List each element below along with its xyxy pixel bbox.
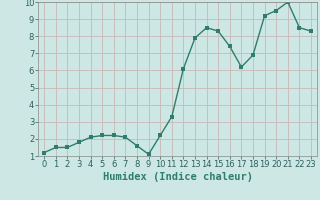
X-axis label: Humidex (Indice chaleur): Humidex (Indice chaleur) bbox=[103, 172, 252, 182]
